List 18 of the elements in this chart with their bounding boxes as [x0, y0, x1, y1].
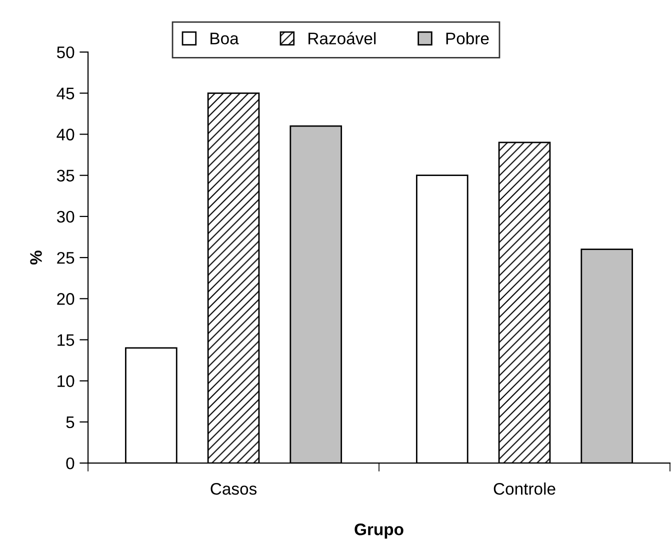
y-tick-label: 50: [56, 46, 74, 58]
legend-label: Razoável: [308, 32, 376, 44]
legend-label: Boa: [210, 32, 239, 44]
y-tick-label: 5: [66, 416, 74, 428]
x-tick-label: Controle: [494, 482, 556, 495]
y-tick-label: 30: [56, 210, 74, 223]
y-tick-label: 0: [66, 457, 74, 470]
y-tick-label: 35: [56, 170, 74, 182]
y-tick-label: 40: [56, 128, 74, 140]
y-tick-label: 15: [58, 334, 74, 346]
legend-label: Pobre: [446, 32, 489, 44]
y-tick-label: 25: [57, 252, 74, 264]
y-tick-label: 20: [57, 293, 74, 305]
y-tick-label: 45: [56, 88, 74, 100]
x-tick-label: Casos: [210, 482, 257, 495]
x-axis-title: Grupo: [354, 523, 404, 539]
y-tick-label: 10: [58, 375, 74, 388]
y-axis-title: %: [30, 250, 42, 265]
